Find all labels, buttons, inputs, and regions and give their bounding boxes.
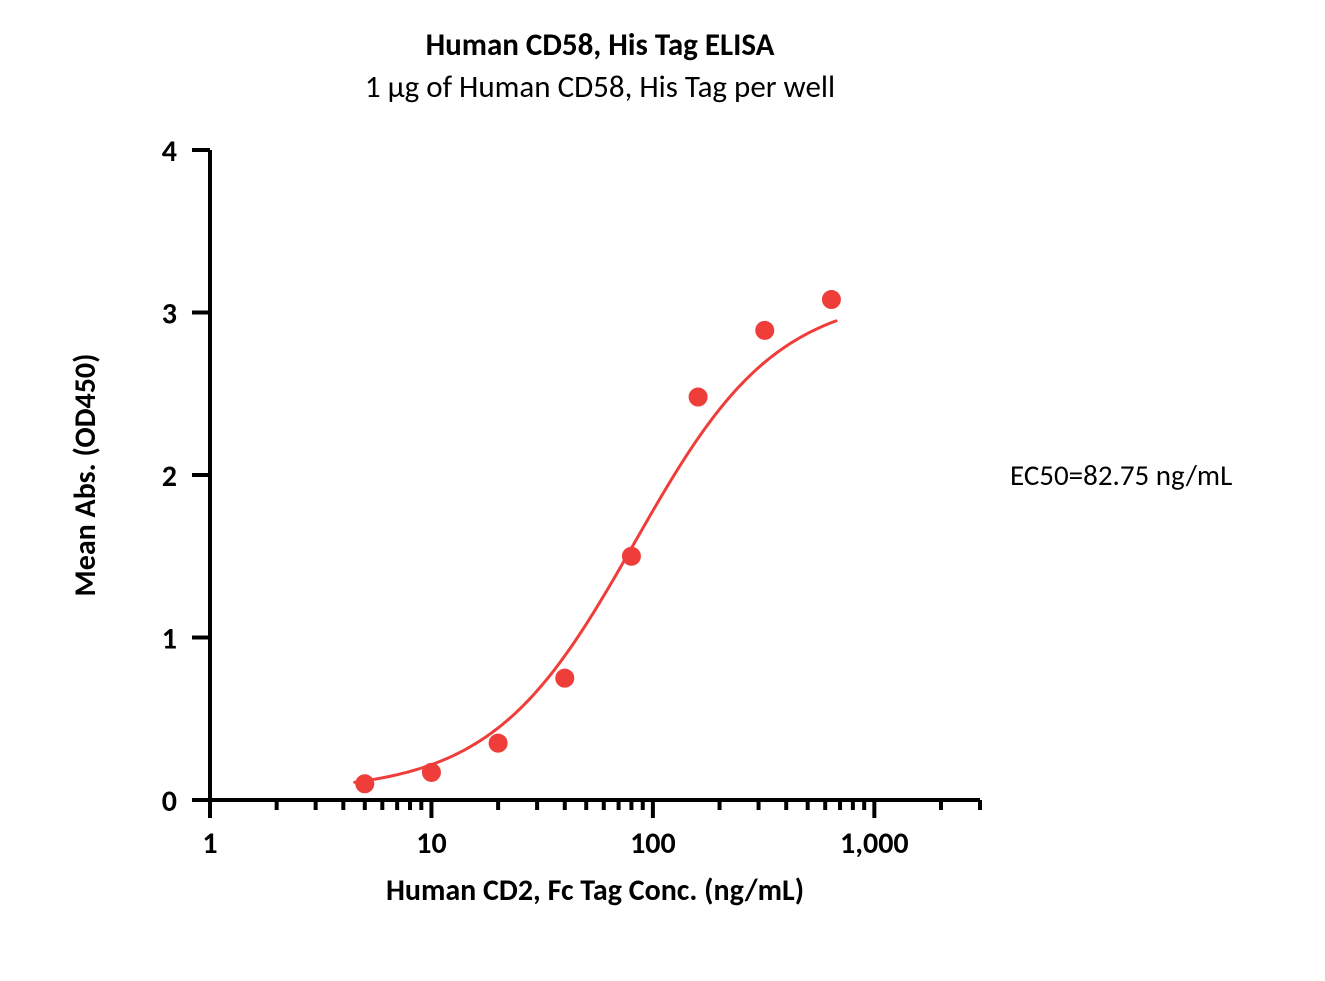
data-point [756, 321, 774, 339]
x-axis-label: Human CD2, Fc Tag Conc. (ng/mL) [386, 872, 804, 909]
x-tick-label: 10 [416, 825, 446, 862]
data-point [689, 388, 707, 406]
y-tick-label: 3 [162, 296, 177, 333]
fit-curve [355, 321, 836, 782]
data-point [622, 547, 640, 565]
y-tick-label: 1 [162, 621, 177, 658]
y-tick-label: 2 [162, 458, 177, 495]
x-tick-label: 1,000 [840, 825, 909, 862]
y-tick-label: 4 [162, 133, 177, 170]
elisa-chart: 1101001,00001234Human CD2, Fc Tag Conc. … [0, 0, 1325, 981]
ec50-annotation: EC50=82.75 ng/mL [1010, 457, 1232, 493]
data-point [489, 734, 507, 752]
x-tick-label: 1 [202, 825, 217, 862]
data-point [356, 775, 374, 793]
y-tick-label: 0 [162, 783, 177, 820]
data-point [556, 669, 574, 687]
x-tick-label: 100 [630, 825, 676, 862]
data-point [822, 291, 840, 309]
y-axis-label: Mean Abs. (OD450) [67, 354, 104, 597]
data-point [422, 763, 440, 781]
